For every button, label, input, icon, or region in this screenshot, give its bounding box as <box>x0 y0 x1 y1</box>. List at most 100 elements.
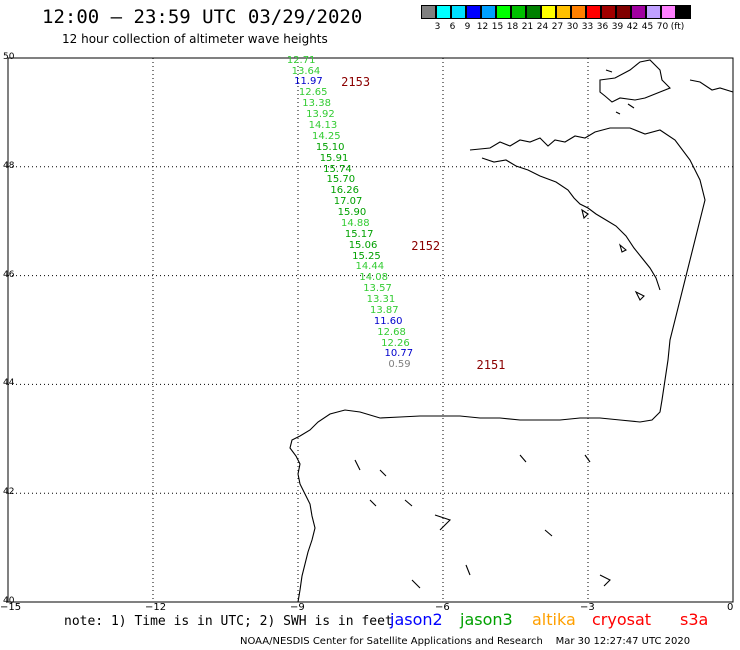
legend-label: 33 <box>581 22 594 32</box>
wave-height-label: 15.25 <box>352 250 381 262</box>
color-legend <box>421 5 691 19</box>
wave-height-label: 14.08 <box>359 272 388 284</box>
wave-height-label: 13.92 <box>306 109 335 121</box>
grid-lines <box>8 58 733 602</box>
legend-swatch <box>571 5 586 19</box>
map-frame <box>7 57 734 603</box>
y-axis-label: 42 <box>3 487 15 498</box>
y-axis-label: 46 <box>3 269 15 280</box>
wave-height-label: 12.26 <box>381 337 410 349</box>
island-1 <box>581 208 589 220</box>
wave-height-label: 11.60 <box>373 315 403 327</box>
wave-height-label: 12.65 <box>298 87 328 99</box>
wave-height-label: 17.07 <box>333 196 363 208</box>
legend-label: 9 <box>464 22 471 32</box>
coastline-england <box>599 59 671 103</box>
wave-height-label: 15.10 <box>315 141 345 153</box>
satellite-altika: altika <box>532 610 576 629</box>
legend-label: 21 <box>521 22 534 32</box>
legend-label: 3 <box>434 22 441 32</box>
legend-label: 6 <box>449 22 456 32</box>
wave-height-label: 13.38 <box>302 98 331 110</box>
wave-height-label: 14.44 <box>355 261 385 273</box>
pass-number-label: 2153 <box>341 75 371 90</box>
satellite-cryosat: cryosat <box>592 610 652 629</box>
satellite-jason3: jason3 <box>460 610 513 629</box>
wave-height-label: 15.91 <box>319 152 349 164</box>
legend-swatch <box>496 5 511 19</box>
x-axis-label: −9 <box>290 602 305 613</box>
legend-label: 18 <box>506 22 519 32</box>
legend-label: 39 <box>611 22 624 32</box>
wave-height-label: 14.88 <box>340 217 370 229</box>
footer-credit: NOAA/NESDIS Center for Satellite Applica… <box>240 636 690 647</box>
page-subtitle: 12 hour collection of altimeter wave hei… <box>62 32 328 46</box>
legend-swatch <box>676 5 691 19</box>
coastline-channel <box>605 69 635 115</box>
legend-label: 24 <box>536 22 549 32</box>
wave-height-label: 11.97 <box>294 76 323 88</box>
legend-label: 27 <box>551 22 564 32</box>
wave-height-label: 12.71 <box>286 54 316 66</box>
wave-height-label: 15.74 <box>323 163 352 175</box>
pass-number-label: 2152 <box>411 238 441 253</box>
legend-label: 70 <box>656 22 669 32</box>
legend-swatch <box>436 5 451 19</box>
x-axis-label: −15 <box>0 602 22 613</box>
color-legend-labels: 3 6 9 12 15 18 21 24 27 30 33 36 39 42 45 70 (ft) <box>430 22 685 32</box>
satellite-jason2: jason2 <box>390 610 443 629</box>
legend-swatch <box>601 5 616 19</box>
x-axis-label: 0 <box>727 602 734 613</box>
island-2 <box>618 243 627 253</box>
legend-swatch <box>616 5 631 19</box>
legend-label: 15 <box>491 22 504 32</box>
y-axis-label: 44 <box>3 378 15 389</box>
legend-swatch <box>661 5 676 19</box>
pass-number-label: 2151 <box>476 358 506 373</box>
legend-swatch <box>451 5 466 19</box>
legend-swatch <box>511 5 526 19</box>
island-4 <box>354 454 611 589</box>
legend-swatch <box>631 5 646 19</box>
legend-label: 42 <box>626 22 639 32</box>
legend-label: 36 <box>596 22 609 32</box>
legend-swatch <box>556 5 571 19</box>
island-3 <box>634 290 645 301</box>
x-axis-label: −6 <box>435 602 450 613</box>
legend-label: 45 <box>641 22 654 32</box>
wave-height-label: 15.90 <box>337 207 367 219</box>
y-axis-label: 48 <box>3 160 15 171</box>
legend-swatch <box>586 5 601 19</box>
wave-height-label: 13.87 <box>369 304 399 316</box>
wave-height-label: 13.57 <box>363 283 392 295</box>
legend-label: 30 <box>566 22 579 32</box>
wave-height-label: 16.26 <box>330 185 359 197</box>
wave-height-label: 10.77 <box>384 348 414 360</box>
wave-height-label: 14.25 <box>311 130 341 142</box>
legend-swatch <box>541 5 556 19</box>
credit-timestamp: Mar 30 12:27:47 UTC 2020 <box>555 636 691 647</box>
coastline <box>289 59 734 603</box>
legend-swatch <box>646 5 661 19</box>
wave-height-label: 13.64 <box>291 65 321 77</box>
coastline-france <box>289 127 706 603</box>
wave-height-label: 15.06 <box>348 239 378 251</box>
coastline-england-east <box>689 79 734 93</box>
legend-label: (ft) <box>670 22 685 32</box>
y-axis-label: 40 <box>3 596 15 606</box>
wave-height-label: 14.13 <box>308 120 338 131</box>
wave-height-label: 15.70 <box>326 174 356 186</box>
coastline-brittany-inlet <box>481 157 661 291</box>
y-axis-label: 50 <box>3 52 15 62</box>
satellite-s3a: s3a <box>680 610 709 629</box>
page-title: 12:00 – 23:59 UTC 03/29/2020 <box>42 6 363 28</box>
x-axis-label: −12 <box>145 602 167 613</box>
wave-height-label: 12.68 <box>377 326 406 338</box>
wave-height-label: 0.59 <box>388 359 411 371</box>
wave-height-label: 13.31 <box>366 294 396 306</box>
legend-swatch <box>421 5 436 19</box>
legend-label: 12 <box>476 22 489 32</box>
legend-swatch <box>526 5 541 19</box>
wave-height-label: 15.17 <box>344 228 374 240</box>
